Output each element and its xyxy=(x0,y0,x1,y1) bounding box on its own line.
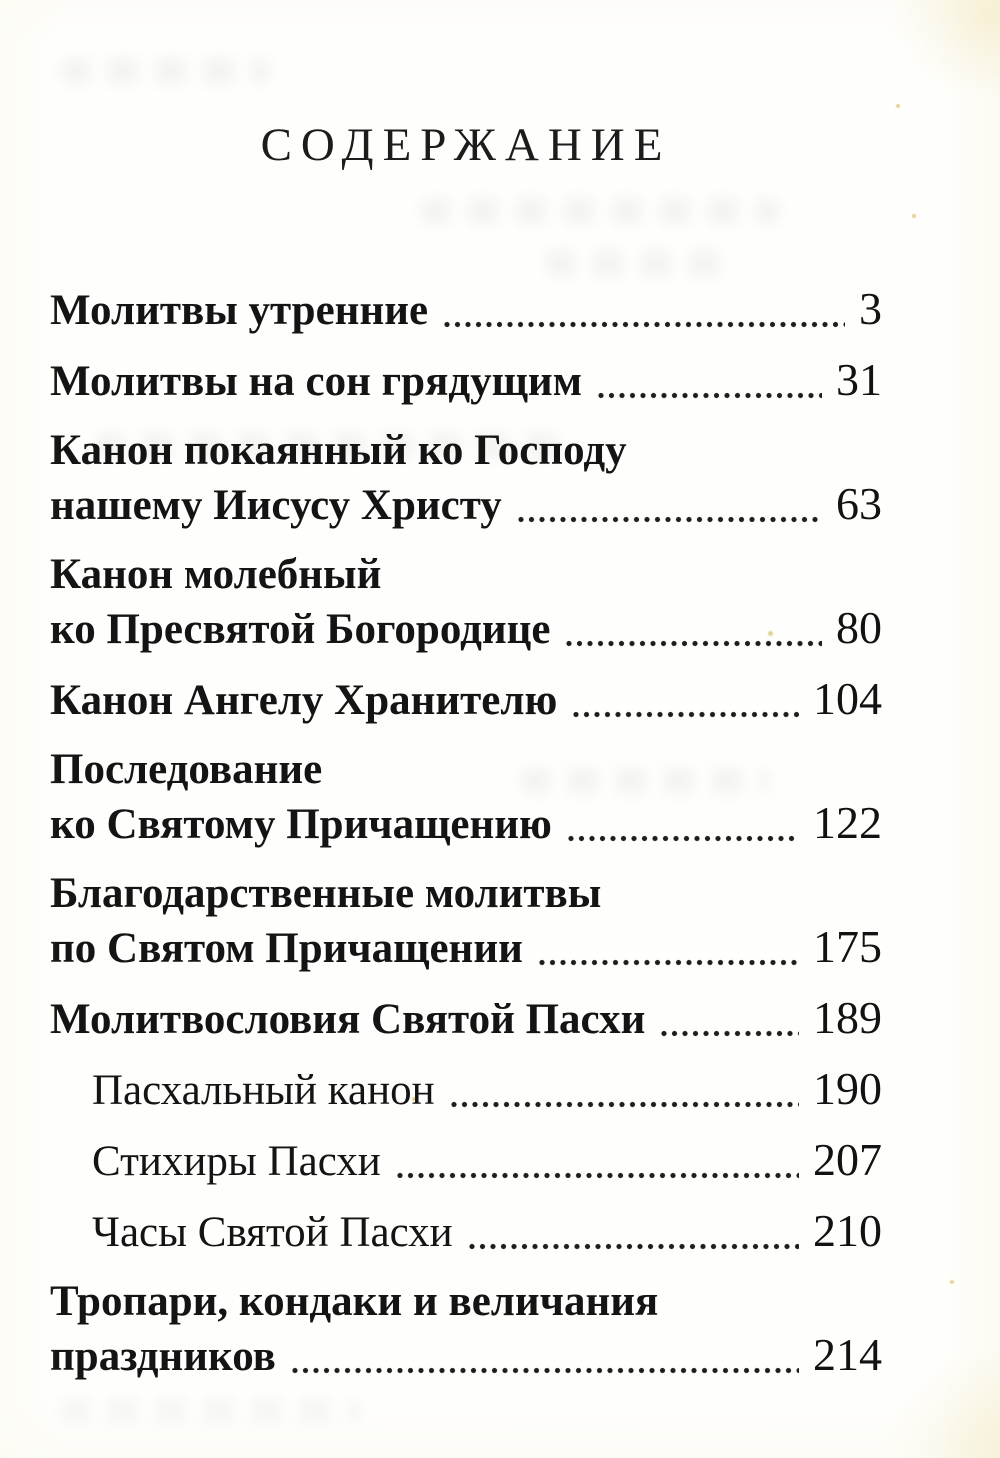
toc-entry-last-line: Часы Святой Пасхи 210 xyxy=(92,1204,882,1259)
toc-entry: Благодарственные молитвы по Святом Прича… xyxy=(50,867,882,975)
toc-page-number: 31 xyxy=(836,354,882,405)
toc-entry-title: Молитвы на сон грядущим xyxy=(50,358,582,405)
dot-leader xyxy=(291,1367,799,1374)
toc-entry-title-line: Канон покаянный ко Господу xyxy=(50,427,627,474)
toc-page-number: 214 xyxy=(813,1329,882,1380)
toc-entry-title: праздников xyxy=(50,1333,276,1380)
toc-entry: Стихиры Пасхи 207 xyxy=(50,1133,882,1188)
toc-entry-last-line: Канон Ангелу Хранителю 104 xyxy=(50,672,882,727)
toc-entry: Канон Ангелу Хранителю 104 xyxy=(50,672,882,727)
toc-page-number: 63 xyxy=(836,478,882,529)
toc-page-number: 3 xyxy=(859,283,882,334)
toc-entry-title-line: Благодарственные молитвы xyxy=(50,870,602,917)
toc-entry-title-line: Тропари, кондаки и величания xyxy=(50,1278,659,1325)
toc-page-number: 80 xyxy=(836,602,882,653)
toc-entry-title-line: Канон молебный xyxy=(50,551,382,598)
toc-page-number: 210 xyxy=(813,1205,882,1256)
toc-entry: Молитвы на сон грядущим 31 xyxy=(50,353,882,408)
toc-entry-lines: Канон молебный xyxy=(50,548,882,601)
dot-leader xyxy=(468,1243,799,1250)
toc-entry-lines: Тропари, кондаки и величания xyxy=(50,1275,882,1328)
toc-entry-title: ко Пресвятой Богородице xyxy=(50,606,551,653)
toc-entry-title: Канон Ангелу Хранителю xyxy=(50,677,558,724)
toc-entry-last-line: нашему Иисусу Христу 63 xyxy=(50,477,882,532)
toc-page-number: 122 xyxy=(813,797,882,848)
toc-entry-title: Стихиры Пасхи xyxy=(92,1138,381,1185)
toc-entry-title: по Святом Причащении xyxy=(50,925,523,972)
toc-entry-last-line: праздников 214 xyxy=(50,1328,882,1383)
dot-leader xyxy=(661,1030,799,1037)
toc-page-number: 104 xyxy=(813,673,882,724)
toc-entry: Последование ко Святому Причащению 122 xyxy=(50,743,882,851)
dot-leader xyxy=(396,1172,799,1179)
dot-leader xyxy=(450,1101,799,1108)
toc-page-number: 175 xyxy=(813,921,882,972)
toc-entry: Молитвы утренние 3 xyxy=(50,282,882,337)
toc-entry: Канон покаянный ко Господу нашему Иисусу… xyxy=(50,424,882,532)
toc-entry: Тропари, кондаки и величания праздников … xyxy=(50,1275,882,1383)
paper-speck xyxy=(912,214,916,218)
toc-entry-title: Часы Святой Пасхи xyxy=(92,1209,453,1256)
toc-entry-title: ко Святому Причащению xyxy=(50,801,552,848)
toc-entry-last-line: Молитвы утренние 3 xyxy=(50,282,882,337)
toc-entry-title: Пасхальный канон xyxy=(92,1067,435,1114)
toc-entry: Пасхальный канон 190 xyxy=(50,1062,882,1117)
table-of-contents: Молитвы утренние 3 Молитвы на сон грядущ… xyxy=(50,282,882,1383)
toc-entry: Канон молебный ко Пресвятой Богородице 8… xyxy=(50,548,882,656)
page-showthrough xyxy=(60,1398,360,1424)
page-title: СОДЕРЖАНИЕ xyxy=(260,119,672,171)
toc-entry-last-line: Молитвы на сон грядущим 31 xyxy=(50,353,882,408)
dot-leader xyxy=(517,516,822,523)
dot-leader xyxy=(444,321,845,328)
toc-entry-title-line: Последование xyxy=(50,746,323,793)
toc-entry-last-line: Молитвословия Святой Пасхи 189 xyxy=(50,991,882,1046)
dot-leader xyxy=(567,835,799,842)
dot-leader xyxy=(573,711,799,718)
dot-leader xyxy=(538,959,799,966)
toc-entry-title: Молитвы утренние xyxy=(50,287,429,334)
toc-page-number: 207 xyxy=(813,1134,882,1185)
page-content: СОДЕРЖАНИЕ Молитвы утренние 3 Молитвы на… xyxy=(50,118,882,1399)
toc-entry-lines: Благодарственные молитвы xyxy=(50,867,882,920)
paper-speck xyxy=(950,1280,954,1284)
toc-entry-lines: Канон покаянный ко Господу xyxy=(50,424,882,477)
toc-entry-lines: Последование xyxy=(50,743,882,796)
toc-entry-last-line: ко Пресвятой Богородице 80 xyxy=(50,601,882,656)
dot-leader xyxy=(597,392,822,399)
dot-leader xyxy=(566,640,822,647)
toc-page-number: 189 xyxy=(813,992,882,1043)
toc-entry-title: Молитвословия Святой Пасхи xyxy=(50,996,646,1043)
toc-entry-title: нашему Иисусу Христу xyxy=(50,482,502,529)
toc-entry-last-line: ко Святому Причащению 122 xyxy=(50,796,882,851)
toc-entry-last-line: Стихиры Пасхи 207 xyxy=(92,1133,882,1188)
page-showthrough xyxy=(60,58,270,84)
toc-entry: Часы Святой Пасхи 210 xyxy=(50,1204,882,1259)
paper-speck xyxy=(896,104,900,108)
toc-entry-last-line: Пасхальный канон 190 xyxy=(92,1062,882,1117)
toc-page-number: 190 xyxy=(813,1063,882,1114)
toc-entry: Молитвословия Святой Пасхи 189 xyxy=(50,991,882,1046)
toc-entry-last-line: по Святом Причащении 175 xyxy=(50,920,882,975)
